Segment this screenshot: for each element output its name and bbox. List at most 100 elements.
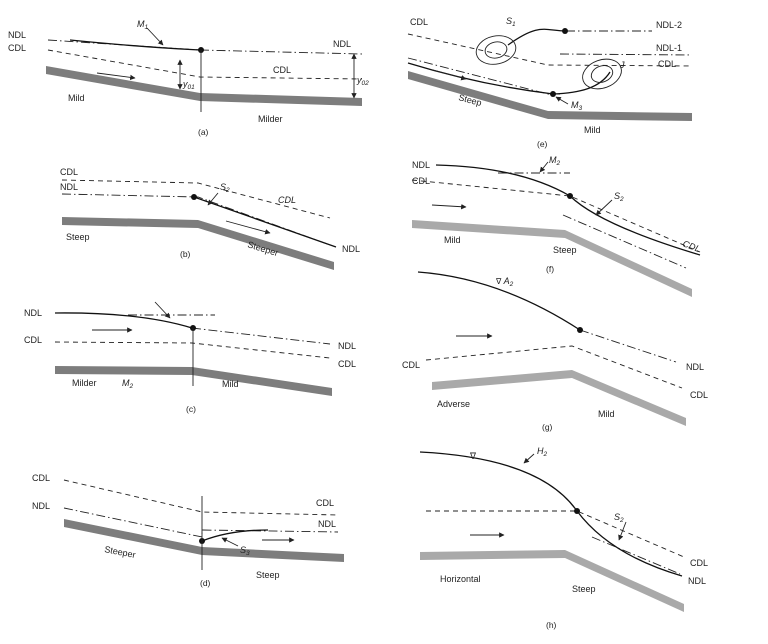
cdl-right-label: CDL [690, 390, 708, 400]
water-surface-symbol: ∇ [469, 451, 477, 461]
ndl-line [47, 39, 201, 51]
panel-caption: (b) [180, 249, 191, 259]
channel-bed [432, 370, 686, 426]
bed-right-label: Steep [553, 245, 577, 255]
cdl-left-label: CDL [60, 167, 78, 177]
m1-pointer [146, 27, 164, 46]
pointer [154, 301, 171, 319]
profile-label: S3 [240, 545, 250, 557]
profile-s-label: S2 [614, 191, 624, 203]
ndl-steep-line [407, 57, 560, 95]
control-point [577, 327, 583, 333]
profile-m-label: M2 [549, 155, 561, 167]
cdl-left-label: CDL [24, 335, 42, 345]
flow-arrow [432, 69, 467, 81]
channel-bed [420, 550, 684, 612]
profile-label: M1 [137, 19, 149, 31]
ndl-left-label: NDL [412, 160, 430, 170]
cdl-left-label: CDL [402, 360, 420, 370]
ndl-left-label: NDL [32, 501, 50, 511]
ndl-right-label: NDL [688, 576, 706, 586]
panel-caption: (e) [537, 139, 548, 149]
h2-pointer [523, 453, 535, 464]
ndl-line [562, 214, 687, 269]
profile-label: M2 [122, 378, 134, 390]
water-surface-s3 [201, 529, 269, 542]
cdl-right-label: CDL [690, 558, 708, 568]
control-point [191, 194, 197, 200]
roller-s1-inner [484, 41, 508, 59]
water-surface-m2 [54, 312, 193, 329]
ndl-line [191, 327, 331, 345]
panel-g: ∇ A2 CDL NDL CDL Adverse Mild (g) [402, 271, 708, 432]
channel-bed [408, 71, 692, 121]
cdl-line [407, 33, 693, 67]
ndl1-line [559, 53, 693, 56]
ndl-line [61, 193, 331, 246]
channel-bed [55, 366, 332, 396]
ndl-left-label: NDL [8, 30, 26, 40]
bed-left-label: Steep [66, 232, 90, 242]
cdl-line [411, 179, 701, 253]
profile-h-label: H2 [537, 446, 548, 458]
ndl-right-label: NDL [318, 519, 336, 529]
water-surface-m3 [407, 62, 554, 95]
profile-m-label: M3 [571, 100, 583, 112]
cdl-left-label: CDL [8, 43, 26, 53]
panel-caption: (a) [198, 127, 209, 137]
s2-pointer [207, 192, 219, 206]
cdl-line [426, 510, 685, 558]
bed-right-label: Steep [256, 570, 280, 580]
bed-right-label: Milder [258, 114, 283, 124]
channel-bed [46, 66, 362, 106]
control-point [574, 508, 580, 514]
panel-caption: (c) [186, 404, 196, 414]
panel-caption: (d) [200, 578, 211, 588]
water-surface-m2 [435, 164, 571, 197]
s3-pointer [221, 537, 239, 547]
ndl-right-label: NDL [338, 341, 356, 351]
water-surface-a2 [417, 271, 581, 331]
ndl-right-label: NDL [342, 244, 360, 254]
cdl-line [63, 479, 339, 516]
cdl-right-label: CDL [316, 498, 334, 508]
profile-s-label: S2 [614, 512, 624, 524]
flow-arrow [96, 72, 136, 81]
cdl-right-label: CDL [278, 195, 296, 205]
cdl-mid-label: CDL [273, 65, 291, 75]
ndl-left-label: NDL [24, 308, 42, 318]
water-surface-s2 [193, 196, 337, 248]
cdl-right-label: CDL [658, 59, 676, 69]
bed-right-label: Mild [222, 379, 239, 389]
channel-bed [412, 220, 692, 297]
ndl-right-label: NDL [333, 39, 351, 49]
ndl-line [579, 329, 677, 363]
roller-j [582, 58, 622, 90]
bed-left-label: Mild [68, 93, 85, 103]
m3-pointer [555, 96, 569, 105]
m2-pointer [539, 161, 549, 173]
panel-b: CDL NDL CDL NDL S2 Steep Steeper (b) [60, 167, 360, 270]
bed-left-label: Horizontal [440, 574, 481, 584]
water-surface-s2 [569, 195, 701, 256]
ndl-left-label: NDL [60, 182, 78, 192]
bed-right-label: Steep [572, 584, 596, 594]
cdl-left-label: CDL [412, 176, 430, 186]
y02-label: y02 [356, 75, 369, 87]
cdl-line [54, 341, 331, 359]
panel-f: NDL CDL M2 S2 CDL Mild Steep (f) [411, 155, 702, 297]
panel-h: ∇ H2 S2 CDL NDL Horizontal Steep (h) [419, 446, 708, 630]
panel-caption: (f) [546, 264, 554, 274]
panel-a: NDL CDL NDL CDL M1 y01 y02 Mild Milder (… [8, 19, 369, 137]
cdl-right-label: CDL [681, 238, 701, 254]
ndl-line [199, 49, 363, 55]
y01-label: y01 [182, 79, 195, 91]
panel-caption: (h) [546, 620, 557, 630]
ndl1-label: NDL-1 [656, 43, 682, 53]
bed-left-label: Mild [444, 235, 461, 245]
water-surface-s2 [576, 510, 683, 577]
water-surface-s1 [507, 28, 567, 46]
water-surface-h2 [419, 451, 578, 512]
s2-pointer [595, 199, 613, 216]
